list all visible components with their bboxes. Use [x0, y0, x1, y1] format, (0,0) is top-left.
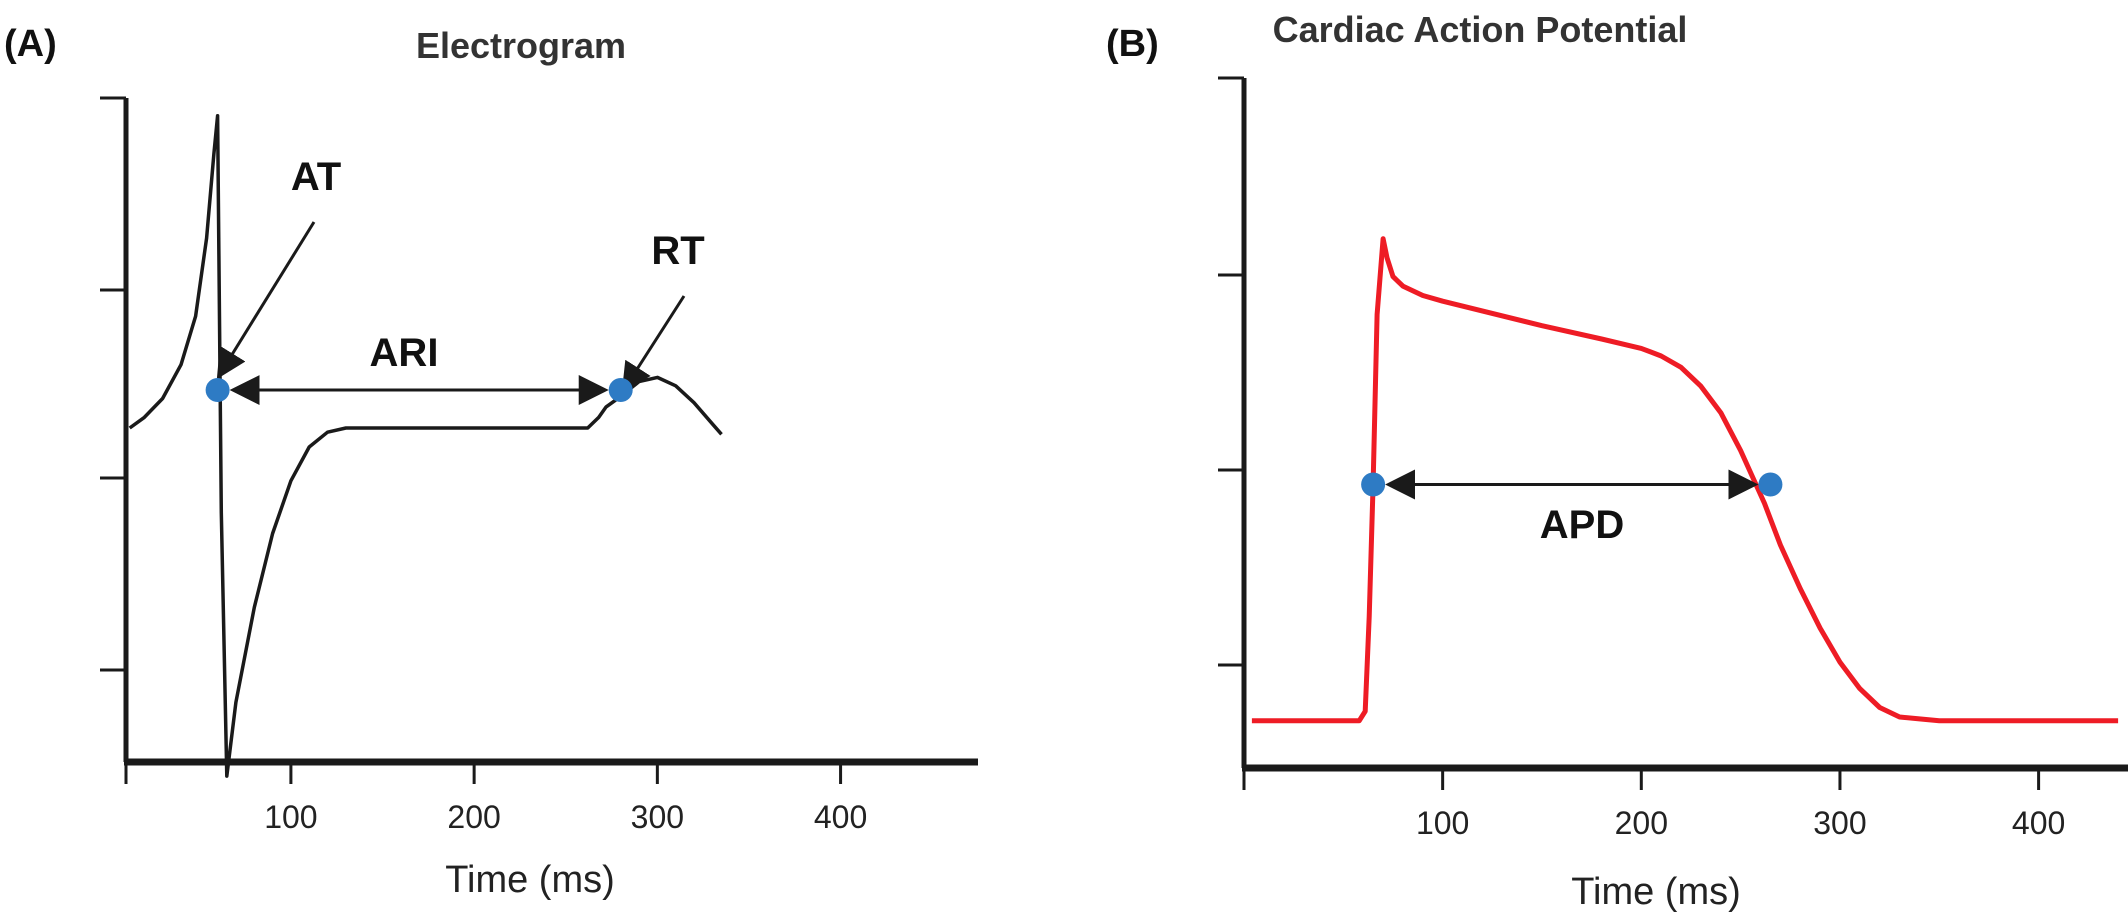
label-rt: RT	[651, 229, 704, 273]
arrow-at	[216, 221, 316, 380]
panel-electrogram: (A) Electrogram 100 200 300 400 AT RT ARI T…	[4, 23, 978, 901]
electrogram-trace	[128, 113, 723, 778]
marker-a-0	[205, 378, 230, 403]
label-at: AT	[291, 155, 341, 199]
markers-b	[1361, 472, 1783, 497]
marker-a-1	[608, 378, 633, 403]
panel-action-potential: (B) Cardiac Action Potential 100 200 300 40…	[1106, 9, 2128, 913]
panel-label-b: (B)	[1106, 23, 1159, 65]
marker-b-1	[1758, 472, 1783, 497]
x-axis-label-b: Time (ms)	[1571, 871, 1741, 913]
arrow-rt	[621, 295, 686, 394]
panel-label-a: (A)	[4, 23, 57, 65]
x-tick-label-b-100: 100	[1416, 805, 1469, 841]
x-tick-label-b-300: 300	[1813, 805, 1866, 841]
x-ticks-b: 100 200 300 400	[1242, 768, 2065, 841]
marker-b-0	[1361, 472, 1386, 497]
x-ticks-a: 100 200 300 400	[124, 762, 867, 835]
label-ari: ARI	[370, 331, 439, 375]
x-tick-label-a-200: 200	[447, 799, 500, 835]
action-potential-trace	[1251, 236, 2119, 724]
x-tick-label-b-200: 200	[1615, 805, 1668, 841]
y-ticks-b	[1218, 76, 1244, 667]
y-ticks-a	[100, 96, 126, 672]
markers-a	[205, 378, 633, 403]
chart-title-a: Electrogram	[416, 25, 626, 66]
x-axis-label-a: Time (ms)	[445, 859, 615, 901]
x-tick-label-a-100: 100	[264, 799, 317, 835]
label-apd: APD	[1540, 503, 1624, 547]
x-tick-label-a-400: 400	[814, 799, 867, 835]
x-tick-label-a-300: 300	[631, 799, 684, 835]
chart-title-b: Cardiac Action Potential	[1273, 9, 1688, 50]
x-tick-label-b-400: 400	[2012, 805, 2065, 841]
